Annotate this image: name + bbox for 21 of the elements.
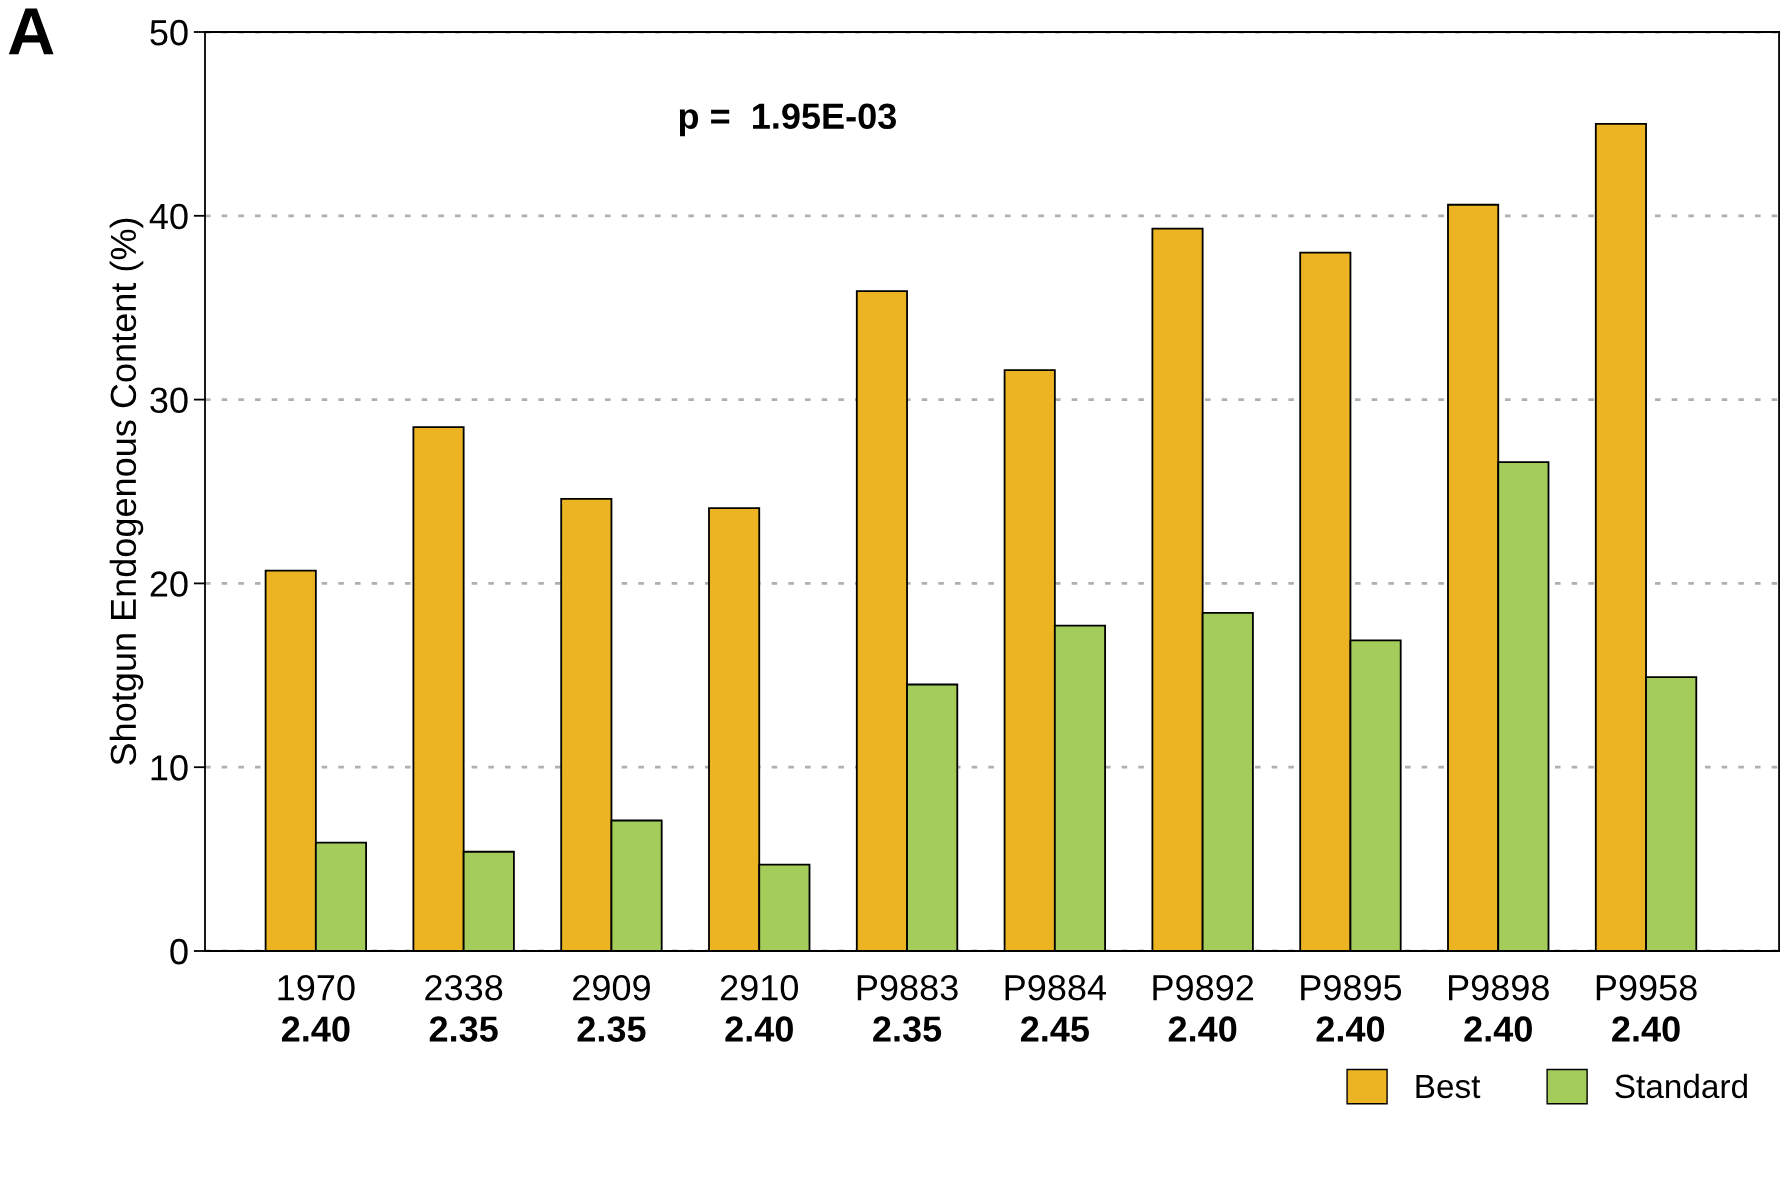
annotation: p = 1.95E-03 (679, 103, 897, 137)
x-tick-label: P9895 2.40 (1301, 974, 1402, 1042)
y-tick-label: 0 (170, 938, 188, 965)
y-axis-title: Shotgun Endogenous Content (%) (109, 218, 144, 765)
x-tick-label: 1970 2.40 (278, 974, 355, 1042)
y-tick-label: 50 (150, 19, 188, 46)
legend-label: Standard (1615, 1073, 1747, 1099)
text: A (8, 8, 54, 55)
x-tick-label: P9883 2.35 (857, 974, 958, 1042)
x-tick-label: P9892 2.40 (1153, 974, 1254, 1042)
x-tick-label: P9958 2.40 (1596, 974, 1697, 1042)
y-tick-label: 20 (150, 571, 188, 597)
y-tick-label: 40 (149, 203, 188, 230)
x-tick-label: P9898 2.40 (1449, 974, 1549, 1042)
y-tick-label: 10 (151, 755, 188, 781)
y-tick-label: 30 (150, 387, 188, 414)
legend-label: Best (1416, 1074, 1481, 1099)
x-tick-label: P9884 2.45 (1005, 974, 1106, 1042)
x-tick-label: 2909 2.35 (573, 974, 650, 1042)
x-tick-label: 2910 2.40 (720, 974, 798, 1042)
x-tick-label: 2338 2.35 (425, 974, 503, 1042)
